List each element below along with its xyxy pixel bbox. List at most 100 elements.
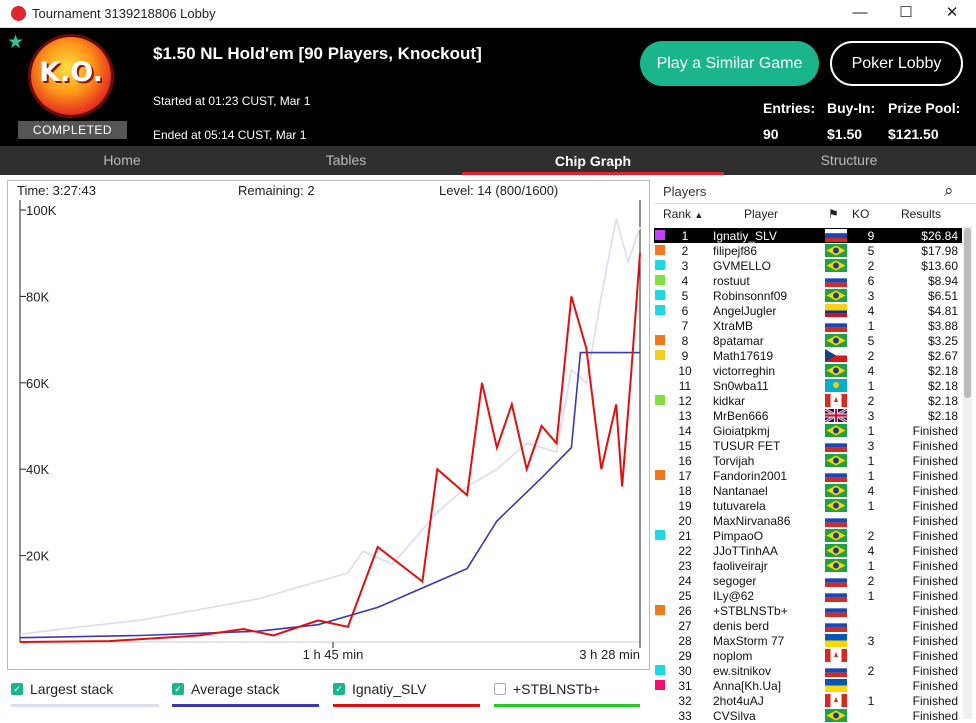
column-rank[interactable]: Rank ▲ [663, 207, 703, 224]
column-flag-icon[interactable]: ⚑ [828, 207, 839, 221]
legend-largest-stack[interactable]: ✓ Largest stack [11, 680, 159, 710]
player-row[interactable]: 20 MaxNirvana86 Finished [654, 513, 962, 528]
title-bar: Tournament 3139218806 Lobby — ☐ ✕ [0, 0, 976, 28]
player-rank: 30 [678, 664, 692, 678]
player-result: Finished [912, 634, 958, 648]
player-knockouts: 1 [867, 694, 875, 708]
players-header: Players ⌕ [654, 180, 976, 204]
player-row[interactable]: 13 MrBen666 3 $2.18 [654, 408, 962, 423]
search-icon[interactable]: ⌕ [944, 181, 954, 200]
y-tick-label: 80K [26, 289, 49, 304]
player-row[interactable]: 9 Math17619 2 $2.67 [654, 348, 962, 363]
country-flag-icon [825, 289, 847, 302]
tab-structure[interactable]: Structure [820, 152, 878, 168]
player-row[interactable]: 12 kidkar 2 $2.18 [654, 393, 962, 408]
player-row[interactable]: 29 noplom Finished [654, 648, 962, 663]
player-row[interactable]: 16 Torvijah 1 Finished [654, 453, 962, 468]
player-result: Finished [912, 604, 958, 618]
legend-average-stack[interactable]: ✓ Average stack [172, 680, 319, 710]
player-knockouts: 1 [867, 319, 875, 333]
column-ko[interactable]: KO [852, 207, 870, 221]
country-flag-icon [825, 274, 847, 287]
play-similar-game-button[interactable]: Play a Similar Game [640, 41, 819, 86]
player-row[interactable]: 24 segoger 2 Finished [654, 573, 962, 588]
player-row[interactable]: 4 rostuut 6 $8.94 [654, 273, 962, 288]
tab-chip-graph[interactable]: Chip Graph [462, 146, 724, 175]
player-row[interactable]: 22 JJoTTinhAA 4 Finished [654, 543, 962, 558]
player-row[interactable]: 32 2hot4uAJ 1 Finished [654, 693, 962, 708]
country-flag-icon [825, 499, 847, 512]
player-row[interactable]: 3 GVMELLO 2 $13.60 [654, 258, 962, 273]
player-rank: 9 [681, 349, 689, 363]
scrollbar-thumb[interactable] [964, 228, 971, 398]
checkbox-ignatiy[interactable]: ✓ [333, 683, 345, 695]
player-row[interactable]: 18 Nantanael 4 Finished [654, 483, 962, 498]
country-flag-icon [825, 304, 847, 317]
minimize-button[interactable]: — [852, 4, 868, 21]
player-color-swatch [655, 350, 665, 360]
player-row[interactable]: 31 Anna[Kh.Ua] Finished [654, 678, 962, 693]
legend-stblnstb[interactable]: +STBLNSTb+ [494, 680, 640, 710]
player-name: Fandorin2001 [713, 469, 788, 483]
player-row[interactable]: 23 faoliveirajr 1 Finished [654, 558, 962, 573]
player-row[interactable]: 33 CVSilva Finished [654, 708, 962, 723]
column-results[interactable]: Results [901, 207, 942, 221]
player-row[interactable]: 5 Robinsonnf09 3 $6.51 [654, 288, 962, 303]
player-rank: 11 [678, 379, 692, 393]
player-knockouts: 4 [867, 304, 875, 318]
window-title: Tournament 3139218806 Lobby [32, 6, 216, 21]
checkbox-average-stack[interactable]: ✓ [172, 683, 184, 695]
favorite-star-icon[interactable]: ★ [7, 32, 25, 53]
poker-lobby-button[interactable]: Poker Lobby [830, 41, 963, 86]
player-row[interactable]: 11 Sn0wba11 1 $2.18 [654, 378, 962, 393]
legend-ignatiy[interactable]: ✓ Ignatiy_SLV [333, 680, 480, 710]
player-row[interactable]: 1 Ignatiy_SLV 9 $26.84 [654, 228, 962, 243]
tab-home[interactable]: Home [103, 152, 141, 168]
player-row[interactable]: 28 MaxStorm 77 3 Finished [654, 633, 962, 648]
player-name: ILy@62 [713, 589, 755, 603]
checkbox-largest-stack[interactable]: ✓ [11, 683, 23, 695]
player-knockouts: 1 [867, 559, 875, 573]
player-row[interactable]: 14 Gioiatpkmj 1 Finished [654, 423, 962, 438]
tab-tables[interactable]: Tables [325, 152, 367, 168]
player-row[interactable]: 21 PimpaoO 2 Finished [654, 528, 962, 543]
country-flag-icon [825, 679, 847, 692]
checkbox-stblnstb[interactable] [494, 683, 506, 695]
player-row[interactable]: 7 XtraMB 1 $3.88 [654, 318, 962, 333]
player-row[interactable]: 17 Fandorin2001 1 Finished [654, 468, 962, 483]
player-name: MaxNirvana86 [713, 514, 791, 528]
player-rank: 29 [678, 649, 692, 663]
player-row[interactable]: 2 filipejf86 5 $17.98 [654, 243, 962, 258]
country-flag-icon [825, 649, 847, 662]
player-result: Finished [912, 439, 958, 453]
start-time: Started at 01:23 CUST, Mar 1 [153, 94, 311, 108]
player-knockouts: 2 [867, 529, 875, 543]
country-flag-icon [825, 349, 847, 362]
player-row[interactable]: 6 AngelJugler 4 $4.81 [654, 303, 962, 318]
player-row[interactable]: 26 +STBLNSTb+ Finished [654, 603, 962, 618]
player-rank: 7 [681, 319, 689, 333]
player-rank: 5 [681, 289, 689, 303]
player-row[interactable]: 19 tutuvarela 1 Finished [654, 498, 962, 513]
maximize-button[interactable]: ☐ [899, 4, 913, 21]
player-row[interactable]: 30 ew.sitnikov 2 Finished [654, 663, 962, 678]
legend-swatch-average-stack [172, 704, 319, 707]
player-color-swatch [655, 530, 665, 540]
tournament-header: ★ K.O. COMPLETED $1.50 NL Hold'em [90 Pl… [0, 28, 976, 146]
players-scrollbar[interactable] [963, 226, 972, 719]
player-row[interactable]: 10 victorreghin 4 $2.18 [654, 363, 962, 378]
knockout-badge-text: K.O. [39, 57, 103, 88]
player-row[interactable]: 8 8patamar 5 $3.25 [654, 333, 962, 348]
player-rank: 15 [678, 439, 692, 453]
player-row[interactable]: 27 denis berd Finished [654, 618, 962, 633]
player-color-swatch [655, 290, 665, 300]
close-button[interactable]: ✕ [945, 4, 959, 21]
status-badge: COMPLETED [18, 121, 127, 139]
player-name: 2hot4uAJ [713, 694, 764, 708]
column-player[interactable]: Player [744, 207, 779, 221]
player-row[interactable]: 15 TUSUR FET 3 Finished [654, 438, 962, 453]
player-name: denis berd [713, 619, 770, 633]
player-rank: 32 [678, 694, 692, 708]
player-row[interactable]: 25 ILy@62 1 Finished [654, 588, 962, 603]
tab-bar: Home Tables Chip Graph Structure [0, 146, 976, 175]
